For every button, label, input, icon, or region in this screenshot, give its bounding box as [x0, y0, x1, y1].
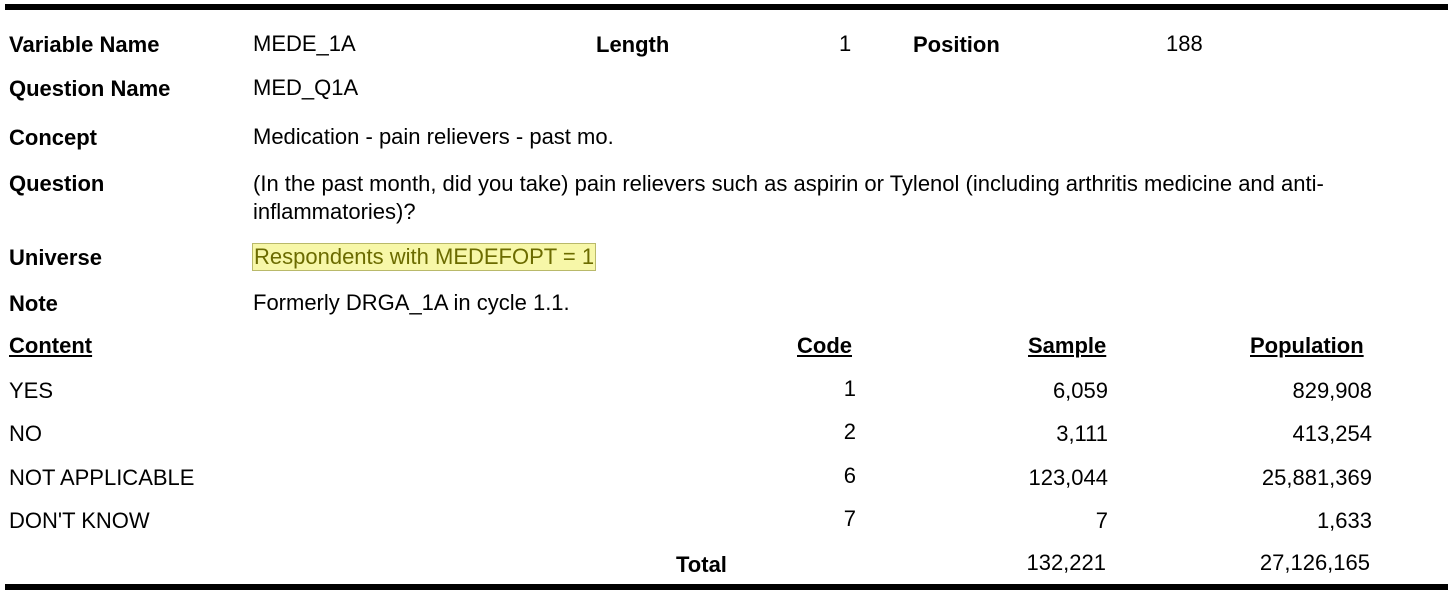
note-label: Note: [9, 291, 58, 316]
table-row-population: 1,633: [1316, 508, 1372, 533]
code-column-header: Code: [797, 333, 852, 358]
length-value: 1: [839, 31, 852, 56]
total-label: Total: [676, 552, 727, 577]
concept-label: Concept: [9, 125, 97, 150]
question-name-value: MED_Q1A: [253, 75, 359, 100]
total-sample: 132,221: [1026, 550, 1106, 575]
bottom-rule: [5, 584, 1448, 590]
concept-value: Medication - pain relievers - past mo.: [253, 124, 614, 149]
table-row-code: 7: [843, 506, 856, 531]
table-row-content: NO: [9, 421, 42, 446]
top-rule: [5, 4, 1448, 10]
position-label: Position: [913, 32, 1000, 57]
variable-name-value: MEDE_1A: [253, 31, 356, 56]
content-column-header: Content: [9, 333, 93, 358]
table-row-sample: 6,059: [1052, 378, 1108, 403]
question-label: Question: [9, 171, 105, 196]
table-row-population: 413,254: [1292, 421, 1372, 446]
total-population: 27,126,165: [1259, 550, 1370, 575]
table-row-content: DON'T KNOW: [9, 508, 150, 533]
universe-label: Universe: [9, 245, 102, 270]
table-row-code: 6: [843, 463, 856, 488]
table-row-population: 25,881,369: [1261, 465, 1372, 490]
table-row-sample: 3,111: [1056, 421, 1108, 446]
table-row-code: 1: [843, 376, 856, 401]
table-row-code: 2: [843, 419, 856, 444]
position-value: 188: [1166, 31, 1203, 56]
table-row-sample: 7: [1095, 508, 1108, 533]
note-value: Formerly DRGA_1A in cycle 1.1.: [253, 290, 570, 315]
table-row-content: NOT APPLICABLE: [9, 465, 195, 490]
universe-value-highlight: Respondents with MEDEFOPT = 1: [252, 243, 597, 271]
variable-name-label: Variable Name: [9, 32, 160, 57]
population-column-header: Population: [1250, 333, 1364, 358]
table-row-content: YES: [9, 378, 54, 403]
table-row-population: 829,908: [1292, 378, 1372, 403]
question-text: (In the past month, did you take) pain r…: [253, 171, 1324, 224]
length-label: Length: [596, 32, 670, 57]
question-name-label: Question Name: [9, 76, 171, 101]
sample-column-header: Sample: [1028, 333, 1107, 358]
table-row-sample: 123,044: [1028, 465, 1108, 490]
